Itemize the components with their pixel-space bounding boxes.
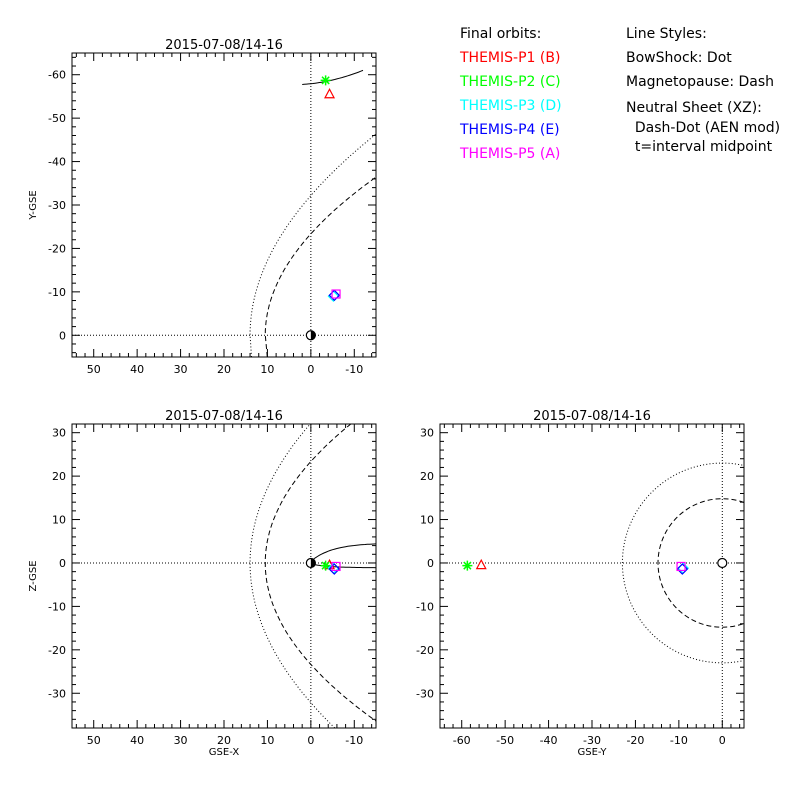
y-tick-label: 0 (59, 557, 66, 570)
y-tick-label: -10 (48, 286, 66, 299)
marker-p2 (320, 560, 331, 571)
y-tick-label: 30 (52, 427, 66, 440)
panel-xz: 50 40 30 20 10 0 -10 30 20 10 0 -10 -20 -30 2015-07-08… (28, 409, 377, 758)
panel-yz: -60 -50 -40 -30 -20 -10 0 30 20 10 0 -10 -20 -30 2015-… (416, 409, 745, 758)
x-tick-label: -10 (345, 363, 363, 376)
legend-style-dash-dot: Dash-Dot (AEN mod) (626, 120, 781, 136)
y-tick-label: -30 (48, 687, 66, 700)
x-tick-label: 20 (217, 363, 231, 376)
magnetopause-circle (657, 498, 744, 628)
x-tick-label: 40 (130, 734, 144, 747)
x-tick-label: -60 (453, 734, 471, 747)
earth-night-side (310, 558, 316, 568)
earth-night-side (310, 330, 316, 340)
legend-style-neutral-sheet: Neutral Sheet (XZ): (626, 100, 762, 116)
x-axis-label: GSE-X (209, 747, 240, 758)
x-tick-label: 30 (174, 734, 188, 747)
y-tick-label: 10 (420, 514, 434, 527)
x-tick-label: -30 (583, 734, 601, 747)
y-tick-label: -30 (48, 199, 66, 212)
plot-frame (71, 423, 377, 729)
x-tick-label: -10 (670, 734, 688, 747)
plot-frame (439, 423, 745, 729)
x-tick-label: 50 (87, 734, 101, 747)
x-tick-label: -20 (626, 734, 644, 747)
marker-p5 (676, 561, 686, 572)
y-tick-label: 10 (52, 514, 66, 527)
x-tick-label: 30 (174, 363, 188, 376)
marker-p5 (331, 561, 341, 572)
y-tick-label: 0 (427, 557, 434, 570)
y-tick-label: 0 (59, 329, 66, 342)
y-tick-label: -10 (48, 600, 66, 613)
y-tick-label: -20 (48, 242, 66, 255)
y-tick-label: -50 (48, 112, 66, 125)
x-axis-label: GSE-Y (578, 747, 608, 758)
legend-probe-p1: THEMIS-P1 (B) (460, 50, 561, 66)
marker-p4 (328, 563, 341, 575)
magnetopause-curve (264, 424, 376, 722)
x-tick-label: -10 (345, 734, 363, 747)
x-tick-label: 0 (719, 734, 726, 747)
marker-p5 (331, 289, 341, 299)
marker-p2 (320, 75, 331, 86)
y-tick-label: -10 (416, 600, 434, 613)
y-tick-label: -40 (48, 156, 66, 169)
earth-icon (717, 557, 728, 569)
x-tick-label: 10 (260, 363, 274, 376)
legend-style-bowshock: BowShock: Dot (626, 50, 732, 66)
x-tick-label: 20 (217, 734, 231, 747)
marker-p1 (475, 558, 487, 570)
bow-shock-circle (621, 462, 744, 664)
panel-title: 2015-07-08/14-16 (165, 38, 283, 53)
panel-title: 2015-07-08/14-16 (533, 409, 651, 424)
x-tick-label: -50 (496, 734, 514, 747)
marker-p2 (462, 560, 473, 571)
panel-xy: 50 40 30 20 10 0 -10 0 -10 -20 -30 -40 -50 -60 2015-07… (28, 38, 377, 376)
y-tick-label: -60 (48, 69, 66, 82)
y-tick-label: -20 (416, 644, 434, 657)
y-tick-label: -20 (48, 644, 66, 657)
marker-p1 (324, 87, 336, 99)
x-tick-label: -40 (540, 734, 558, 747)
legend-line-styles: Line Styles: BowShock: Dot Magnetopause:… (626, 22, 780, 156)
legend-final-orbits: Final orbits: THEMIS-P1 (B) THEMIS-P2 (C… (460, 22, 562, 166)
y-axis-label: Z-GSE (28, 560, 39, 591)
legend-style-magnetopause: Magnetopause: Dash (626, 74, 775, 90)
x-tick-label: 50 (87, 363, 101, 376)
marker-p4 (676, 563, 689, 575)
magnetopause-curve (264, 176, 376, 357)
legend-probe-p4: THEMIS-P4 (E) (460, 122, 560, 138)
x-tick-label: 0 (307, 363, 314, 376)
x-tick-label: 40 (130, 363, 144, 376)
legend-probe-p5: THEMIS-P5 (A) (460, 146, 561, 162)
x-tick-label: 0 (307, 734, 314, 747)
legend-probe-p3: THEMIS-P3 (D) (460, 98, 562, 114)
neutral-sheet-curve-upper (310, 543, 376, 562)
marker-p4 (328, 289, 341, 302)
y-tick-label: 20 (420, 470, 434, 483)
plot-frame (71, 52, 377, 358)
y-tick-label: 20 (52, 470, 66, 483)
panel-title: 2015-07-08/14-16 (165, 409, 283, 424)
orbit-trace (302, 69, 364, 85)
legend-style-midpoint: t=interval midpoint (626, 139, 773, 155)
y-tick-label: 30 (420, 427, 434, 440)
legend-styles-title: Line Styles: (626, 26, 707, 42)
legend-probe-p2: THEMIS-P2 (C) (460, 74, 561, 90)
x-tick-label: 10 (260, 734, 274, 747)
y-axis-label: Y-GSE (28, 190, 39, 220)
legend-orbits-title: Final orbits: (460, 26, 542, 42)
y-tick-label: -30 (416, 687, 434, 700)
